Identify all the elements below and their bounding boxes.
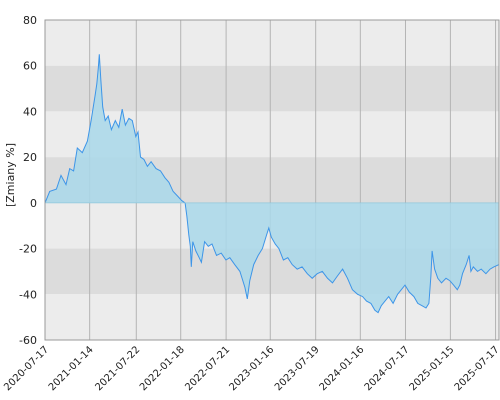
series-area xyxy=(44,54,500,314)
x-tick-label: 2022-07-21 xyxy=(183,344,232,393)
y-tick-label: 60 xyxy=(23,60,37,73)
x-tick-label: 2025-01-15 xyxy=(408,344,457,393)
y-tick-label: 0 xyxy=(30,197,37,210)
y-axis-label: [Zmiany %] xyxy=(4,143,17,207)
x-tick-label: 2022-01-18 xyxy=(138,344,187,393)
plot-band xyxy=(45,20,499,66)
x-tick-label: 2024-01-16 xyxy=(318,344,367,393)
x-axis-tick-labels: 2020-07-172021-01-142021-07-222022-01-18… xyxy=(2,344,500,393)
plot-border xyxy=(44,19,500,341)
x-tick-label: 2025-07-17 xyxy=(453,344,500,393)
y-tick-label: -60 xyxy=(19,334,37,347)
y-tick-label: -20 xyxy=(19,243,37,256)
y-axis-tick-labels: 80 60 40 20 0 -20 -40 -60 xyxy=(19,14,37,347)
series-fill xyxy=(45,54,499,313)
x-tick-label: 2024-07-17 xyxy=(363,344,412,393)
x-tick-label: 2021-01-14 xyxy=(47,344,96,393)
x-tick-label: 2021-07-22 xyxy=(94,344,143,393)
x-tick-label: 2020-07-17 xyxy=(2,344,51,393)
y-tick-label: 20 xyxy=(23,151,37,164)
x-tick-label: 2023-01-16 xyxy=(228,344,277,393)
plot-frame xyxy=(44,19,500,341)
plot-band xyxy=(45,294,499,340)
plot-band xyxy=(45,65,499,112)
y-tick-label: 40 xyxy=(23,105,37,118)
y-tick-label: -40 xyxy=(19,288,37,301)
series-line xyxy=(44,54,500,314)
x-tick-label: 2023-07-19 xyxy=(273,344,322,393)
y-tick-label: 80 xyxy=(23,14,37,27)
